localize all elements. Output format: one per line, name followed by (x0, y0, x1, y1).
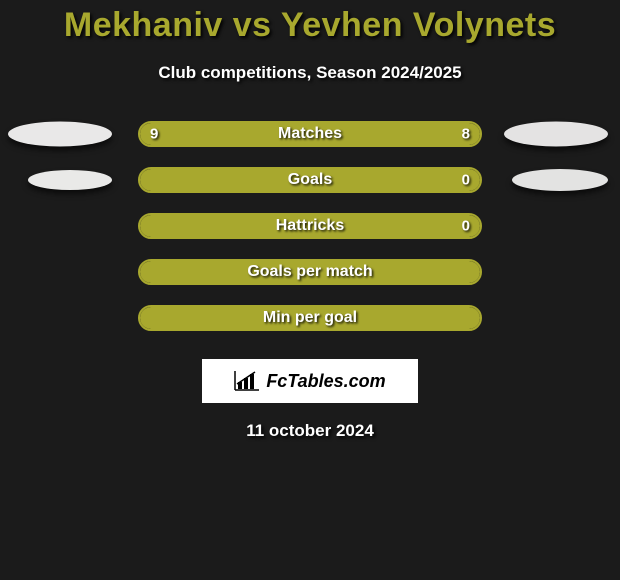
stat-bar: Hattricks 0 (138, 213, 482, 239)
stat-bar: 9 Matches 8 (138, 121, 482, 147)
page-title: Mekhaniv vs Yevhen Volynets (0, 6, 620, 45)
stat-row: Goals per match (0, 249, 620, 295)
stat-bar: Goals 0 (138, 167, 482, 193)
bar-chart-icon (234, 371, 260, 391)
stat-label: Goals per match (247, 263, 372, 281)
stats-rows: 9 Matches 8 Goals 0 Hattricks 0 (0, 111, 620, 341)
stat-value-right: 0 (462, 172, 470, 189)
stat-label: Hattricks (276, 217, 344, 235)
comparison-card: Mekhaniv vs Yevhen Volynets Club competi… (0, 0, 620, 580)
logo-text: FcTables.com (266, 371, 385, 392)
player-right-ellipse (512, 169, 608, 191)
stat-row: Hattricks 0 (0, 203, 620, 249)
player-right-ellipse (504, 122, 608, 147)
stat-bar-fill-right (320, 123, 480, 145)
stat-value-right: 0 (462, 218, 470, 235)
stat-bar: Min per goal (138, 305, 482, 331)
stat-row: Goals 0 (0, 157, 620, 203)
stat-row: Min per goal (0, 295, 620, 341)
stat-label: Matches (278, 125, 342, 143)
stat-row: 9 Matches 8 (0, 111, 620, 157)
stat-label: Goals (288, 171, 332, 189)
player-left-ellipse (8, 122, 112, 147)
stat-label: Min per goal (263, 309, 357, 327)
date-label: 11 october 2024 (0, 421, 620, 441)
player-left-ellipse (28, 170, 112, 190)
stat-value-right: 8 (462, 126, 470, 143)
stat-bar: Goals per match (138, 259, 482, 285)
fctables-logo[interactable]: FcTables.com (202, 359, 418, 403)
stat-value-left: 9 (150, 126, 158, 143)
subtitle: Club competitions, Season 2024/2025 (0, 63, 620, 83)
